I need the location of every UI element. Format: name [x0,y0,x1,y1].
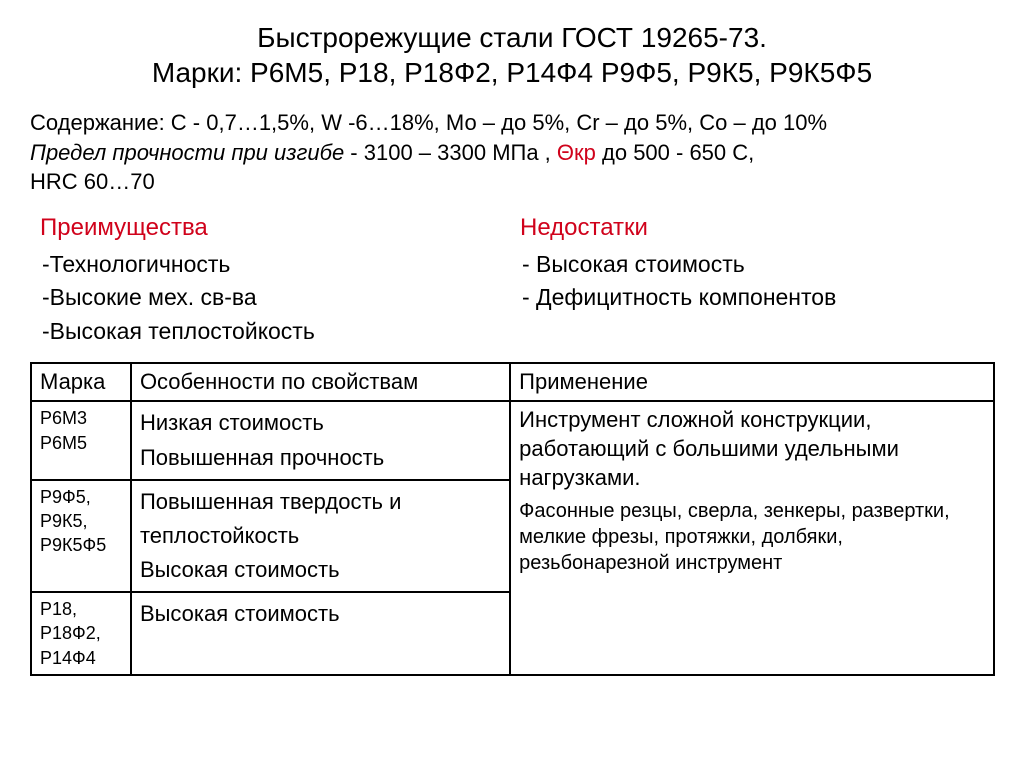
feature-line: Повышенная твердость и теплостойкость [140,489,402,548]
mark-line: Р6М3 [40,408,87,428]
mark-line: Р9К5Ф5 [40,535,106,555]
mark-cell: Р6М3 Р6М5 [31,401,131,479]
mark-cell: Р18, Р18Ф2, Р14Ф4 [31,592,131,675]
advantages-column: Преимущества -Технологичность -Высокие м… [40,211,520,348]
title-line-2: Марки: Р6М5, Р18, Р18Ф2, Р14Ф4 Р9Ф5, Р9К… [152,57,872,88]
feature-line: Повышенная прочность [140,445,384,470]
mark-line: Р9Ф5, [40,487,91,507]
composition-line-1: Содержание: С - 0,7…1,5%, W -6…18%, Мо –… [30,110,827,135]
table-header-row: Марка Особенности по свойствам Применени… [31,363,994,402]
advantages-heading: Преимущества [40,211,520,246]
feature-line: Высокая стоимость [140,601,340,626]
composition-line-3: HRC 60…70 [30,169,155,194]
mark-line: Р18, [40,599,77,619]
features-cell: Низкая стоимость Повышенная прочность [131,401,510,479]
composition-theta: Θкр [557,140,596,165]
table-header-features: Особенности по свойствам [131,363,510,402]
feature-line: Низкая стоимость [140,410,324,435]
mark-line: Р18Ф2, [40,623,101,643]
mark-line: Р9К5, [40,511,88,531]
steel-table: Марка Особенности по свойствам Применени… [30,362,995,676]
features-cell: Повышенная твердость и теплостойкость Вы… [131,480,510,592]
page-title: Быстрорежущие стали ГОСТ 19265-73. Марки… [30,20,994,90]
advantage-item-3: -Высокая теплостойкость [42,315,520,348]
mark-line: Р14Ф4 [40,648,96,668]
disadvantages-heading: Недостатки [520,211,994,246]
disadvantage-item-1: - Высокая стоимость [522,248,994,281]
page-root: Быстрорежущие стали ГОСТ 19265-73. Марки… [0,0,1024,676]
application-top: Инструмент сложной конструкции, работающ… [519,406,985,492]
composition-block: Содержание: С - 0,7…1,5%, W -6…18%, Мо –… [30,108,994,197]
table-row: Р6М3 Р6М5 Низкая стоимость Повышенная пр… [31,401,994,479]
mark-line: Р6М5 [40,433,87,453]
pros-cons-row: Преимущества -Технологичность -Высокие м… [40,211,994,348]
application-cell: Инструмент сложной конструкции, работающ… [510,401,994,674]
advantage-item-1: -Технологичность [42,248,520,281]
advantage-item-2: -Высокие мех. св-ва [42,281,520,314]
composition-line-2-italic: Предел прочности при изгибе [30,140,344,165]
mark-cell: Р9Ф5, Р9К5, Р9К5Ф5 [31,480,131,592]
disadvantages-column: Недостатки - Высокая стоимость - Дефицит… [520,211,994,348]
disadvantage-item-2: - Дефицитность компонентов [522,281,994,314]
table-header-application: Применение [510,363,994,402]
composition-line-2-after: до 500 - 650 С, [596,140,754,165]
title-line-1: Быстрорежущие стали ГОСТ 19265-73. [257,22,767,53]
table-header-mark: Марка [31,363,131,402]
composition-line-2-rest: - 3100 – 3300 МПа , [344,140,557,165]
features-cell: Высокая стоимость [131,592,510,675]
application-bottom: Фасонные резцы, сверла, зенкеры, разверт… [519,498,985,576]
feature-line: Высокая стоимость [140,557,340,582]
